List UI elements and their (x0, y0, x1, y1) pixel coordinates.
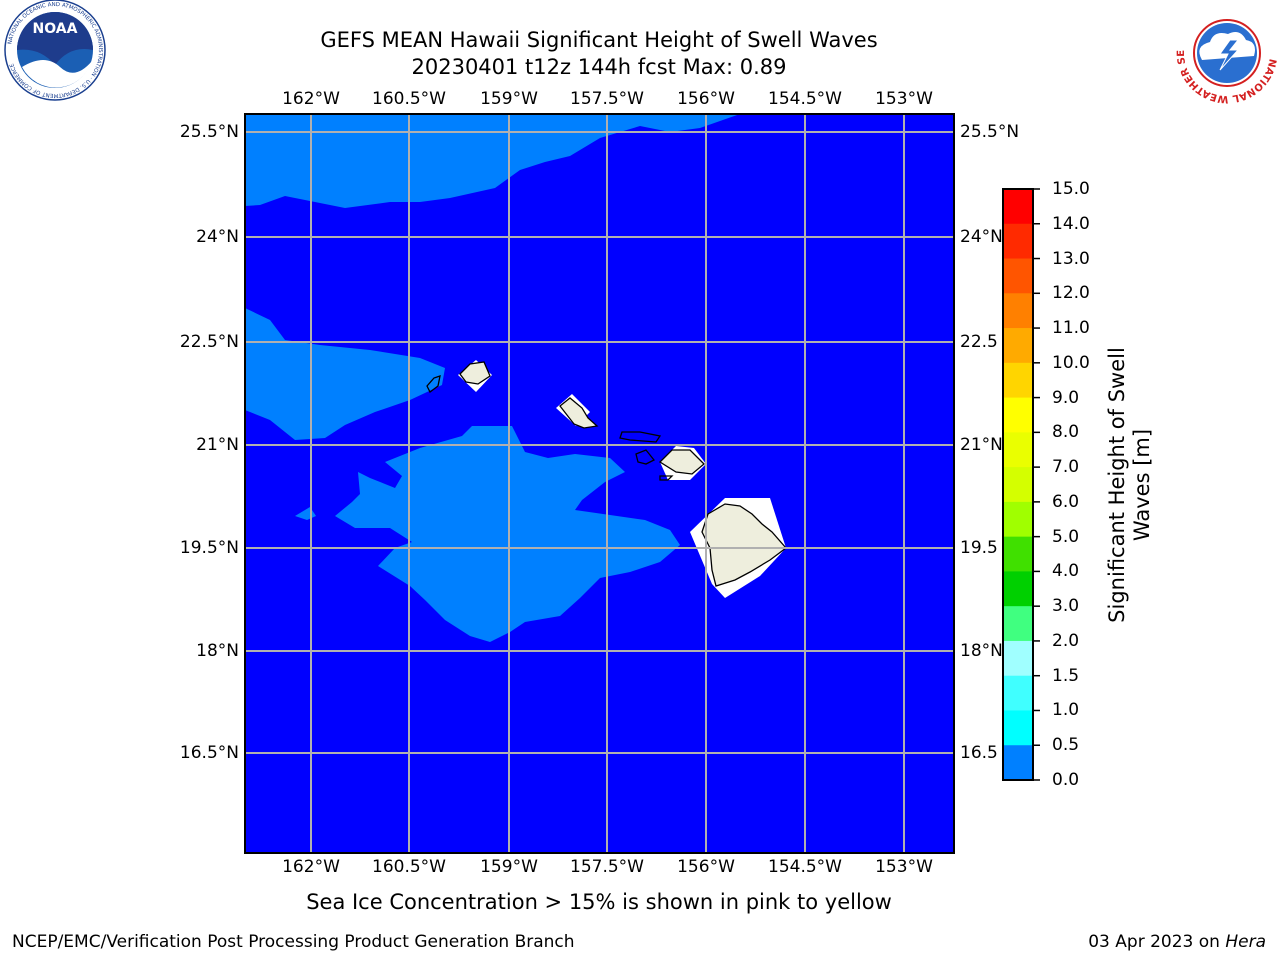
colorbar-segment (1003, 223, 1033, 260)
longitude-tick-label: 162°W (282, 89, 340, 109)
colorbar-tick-label: 0.5 (1052, 735, 1080, 756)
colorbar-frame (1002, 188, 1034, 781)
longitude-tick-label: 154.5°W (768, 857, 842, 877)
colorbar-tick-label: 6.0 (1052, 491, 1080, 512)
longitude-tick-label: 159°W (480, 89, 538, 109)
colorbar-tick-label: 12.0 (1052, 283, 1090, 304)
latitude-tick-label: 18°N (960, 641, 1003, 661)
colorbar-label: Significant Height of Swell Waves [m] (1105, 347, 1154, 623)
longitude-tick-label: 157.5°W (570, 857, 644, 877)
longitude-tick-label: 160.5°W (372, 857, 446, 877)
lanai (635, 449, 656, 465)
latitude-tick-label: 18°N (196, 641, 239, 661)
longitude-tick-label: 157.5°W (570, 89, 644, 109)
colorbar-segment (1003, 328, 1033, 364)
colorbar-segment (1003, 536, 1033, 572)
colorbar-segment (1003, 432, 1033, 468)
sea-ice-note: Sea Ice Concentration > 15% is shown in … (306, 890, 892, 914)
latitude-tick-label: 19.5°N (179, 538, 239, 558)
longitude-tick-label: 153°W (875, 857, 933, 877)
latitude-tick-label: 21°N (960, 435, 1003, 455)
nws-logo: NATIONAL WEATHER SERVICE (1172, 0, 1278, 104)
colorbar-tick-label: 14.0 (1052, 213, 1090, 234)
swell-band-west (245, 308, 445, 440)
colorbar-tick-label: 15.0 (1052, 179, 1090, 199)
colorbar-segment (1003, 606, 1033, 642)
longitude-tick-label: 162°W (282, 857, 340, 877)
footer-date-text: 03 Apr 2023 on (1088, 932, 1226, 952)
niihau (426, 375, 441, 393)
longitude-tick-label: 153°W (875, 89, 933, 109)
colorbar-tick-label: 4.0 (1052, 561, 1080, 582)
longitude-tick-label: 159°W (480, 857, 538, 877)
colorbar-segment (1003, 397, 1033, 433)
colorbar-segment (1003, 258, 1033, 294)
swell-band-central (335, 426, 680, 642)
longitude-tick-label: 156°W (677, 857, 735, 877)
colorbar-segment (1003, 189, 1033, 225)
latitude-tick-label: 25.5°N (960, 122, 1020, 142)
latitude-tick-label: 16.5 (960, 743, 998, 763)
forecast-info: 20230401 t12z 144h fcst Max: 0.89 (411, 55, 787, 79)
island-land (426, 361, 787, 587)
colorbar-tick-label: 3.0 (1052, 596, 1080, 617)
colorbar-tick-label: 1.0 (1052, 700, 1080, 721)
latitude-tick-label: 22.5 (960, 332, 998, 352)
molokai (619, 431, 662, 443)
colorbar-tick-label: 7.0 (1052, 457, 1080, 478)
maui (658, 449, 705, 475)
longitude-tick-label: 154.5°W (768, 89, 842, 109)
kahoolawe (659, 475, 674, 481)
colorbar-tick-label: 11.0 (1052, 318, 1090, 339)
latitude-tick-label: 25.5°N (179, 122, 239, 142)
colorbar-tick-label: 1.5 (1052, 665, 1080, 686)
map-title: GEFS MEAN Hawaii Significant Height of S… (320, 28, 878, 52)
colorbar-segment (1003, 710, 1033, 746)
colorbar-tick-label: 0.0 (1052, 770, 1080, 790)
colorbar-segment (1003, 467, 1033, 503)
colorbar-segment (1003, 745, 1033, 781)
latitude-tick-label: 19.5 (960, 538, 998, 558)
colorbar-tick-label: 2.0 (1052, 630, 1080, 651)
latitude-tick-label: 22.5°N (179, 332, 239, 352)
footer-branch: NCEP/EMC/Verification Post Processing Pr… (12, 932, 575, 952)
colorbar-segment (1003, 571, 1033, 607)
colorbar-segment (1003, 362, 1033, 399)
longitude-tick-label: 156°W (677, 89, 735, 109)
colorbar-segment (1003, 675, 1033, 711)
swell-band-north (245, 114, 740, 208)
oahu (559, 397, 599, 429)
footer-host: Hera (1225, 932, 1266, 952)
graticule (245, 114, 954, 853)
colorbar-tick-label: 10.0 (1052, 352, 1090, 373)
longitude-tick-label: 160.5°W (372, 89, 446, 109)
noaa-logo-text: NOAA (33, 21, 78, 37)
colorbar-tick-label: 13.0 (1052, 248, 1090, 269)
colorbar-segment (1003, 293, 1033, 329)
latitude-tick-label: 21°N (196, 435, 239, 455)
colorbar (1003, 188, 1040, 781)
colorbar-tick-label: 8.0 (1052, 422, 1080, 443)
colorbar-tick-label: 5.0 (1052, 526, 1080, 547)
colorbar-tick-label: 9.0 (1052, 387, 1080, 408)
latitude-tick-label: 16.5°N (179, 743, 239, 763)
colorbar-segment (1003, 640, 1033, 677)
footer-date: 03 Apr 2023 on Hera (1088, 932, 1266, 952)
latitude-tick-label: 24°N (960, 227, 1003, 247)
big-island (701, 503, 787, 587)
noaa-logo: NOAA NATIONAL OCEANIC AND ATMOSPHERIC AD… (4, 0, 106, 101)
map-frame (244, 113, 955, 854)
colorbar-segment (1003, 501, 1033, 538)
latitude-tick-label: 24°N (196, 227, 239, 247)
kauai (459, 361, 491, 385)
